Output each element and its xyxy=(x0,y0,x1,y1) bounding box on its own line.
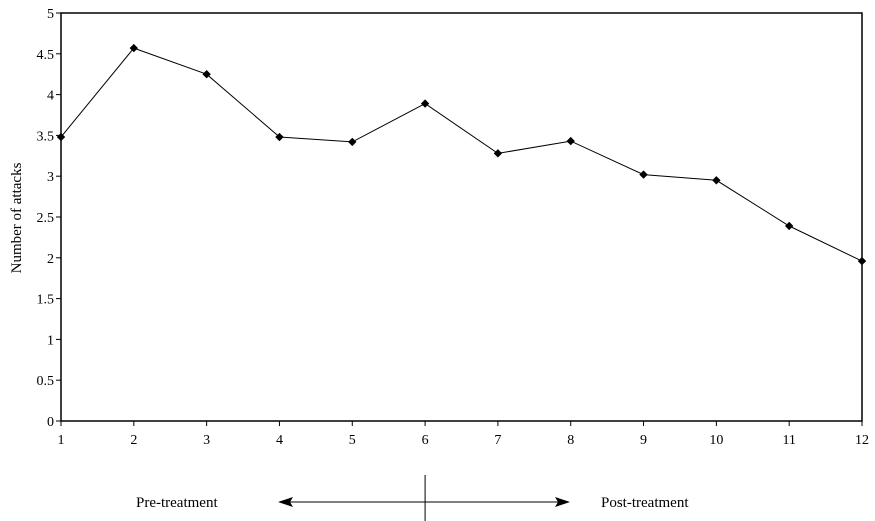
x-tick-label: 8 xyxy=(567,433,574,448)
pre-treatment-label: Pre-treatment xyxy=(136,495,218,511)
x-tick-label: 10 xyxy=(709,433,723,448)
phase-arrows xyxy=(278,475,570,521)
data-point xyxy=(56,132,66,142)
x-tick-label: 4 xyxy=(276,433,283,448)
phase-annotation: Pre-treatment Post-treatment xyxy=(136,475,689,521)
y-tick-label: 1.5 xyxy=(37,293,55,308)
x-tick-label: 3 xyxy=(203,433,210,448)
data-point xyxy=(566,136,575,146)
data-point xyxy=(857,256,867,266)
x-tick-label: 9 xyxy=(640,433,647,448)
x-tick-label: 5 xyxy=(349,433,356,448)
y-tick-label: 1 xyxy=(47,333,54,348)
y-tick-label: 0 xyxy=(47,415,54,430)
x-tick-label: 11 xyxy=(782,433,795,448)
y-tick-label: 3 xyxy=(47,170,54,185)
data-point xyxy=(275,132,284,142)
y-tick-label: 0.5 xyxy=(37,374,55,389)
data-point xyxy=(784,221,794,231)
y-tick-label: 4.5 xyxy=(37,48,55,63)
post-treatment-label: Post-treatment xyxy=(601,495,689,511)
data-point xyxy=(712,176,721,185)
data-point xyxy=(202,70,211,79)
left-arrowhead xyxy=(278,497,293,507)
data-point xyxy=(348,137,357,147)
series-markers xyxy=(56,43,867,266)
x-tick-label: 1 xyxy=(58,433,65,448)
y-tick-label: 3.5 xyxy=(37,129,55,144)
x-axis: 1 2 3 4 5 6 7 8 9 10 11 12 xyxy=(58,421,869,448)
data-point xyxy=(493,149,503,158)
y-tick-label: 2.5 xyxy=(37,211,55,226)
data-point xyxy=(420,99,430,108)
data-point xyxy=(639,170,648,179)
x-tick-label: 12 xyxy=(855,433,869,448)
x-tick-label: 7 xyxy=(494,433,501,448)
y-tick-label: 5 xyxy=(47,7,54,22)
x-tick-label: 2 xyxy=(130,433,137,448)
right-arrowhead xyxy=(555,497,570,507)
y-axis: 0 0.5 1 1.5 2 2.5 3 3.5 4 4.5 5 xyxy=(37,7,61,430)
plot-frame xyxy=(60,12,863,422)
x-tick-label: 6 xyxy=(422,433,429,448)
y-tick-label: 4 xyxy=(47,89,54,104)
y-axis-title: Number of attacks xyxy=(9,162,25,273)
series-line-group xyxy=(60,47,863,262)
plot-border xyxy=(60,12,863,422)
data-point xyxy=(129,43,139,53)
series-line xyxy=(60,47,863,262)
y-tick-label: 2 xyxy=(47,252,54,267)
